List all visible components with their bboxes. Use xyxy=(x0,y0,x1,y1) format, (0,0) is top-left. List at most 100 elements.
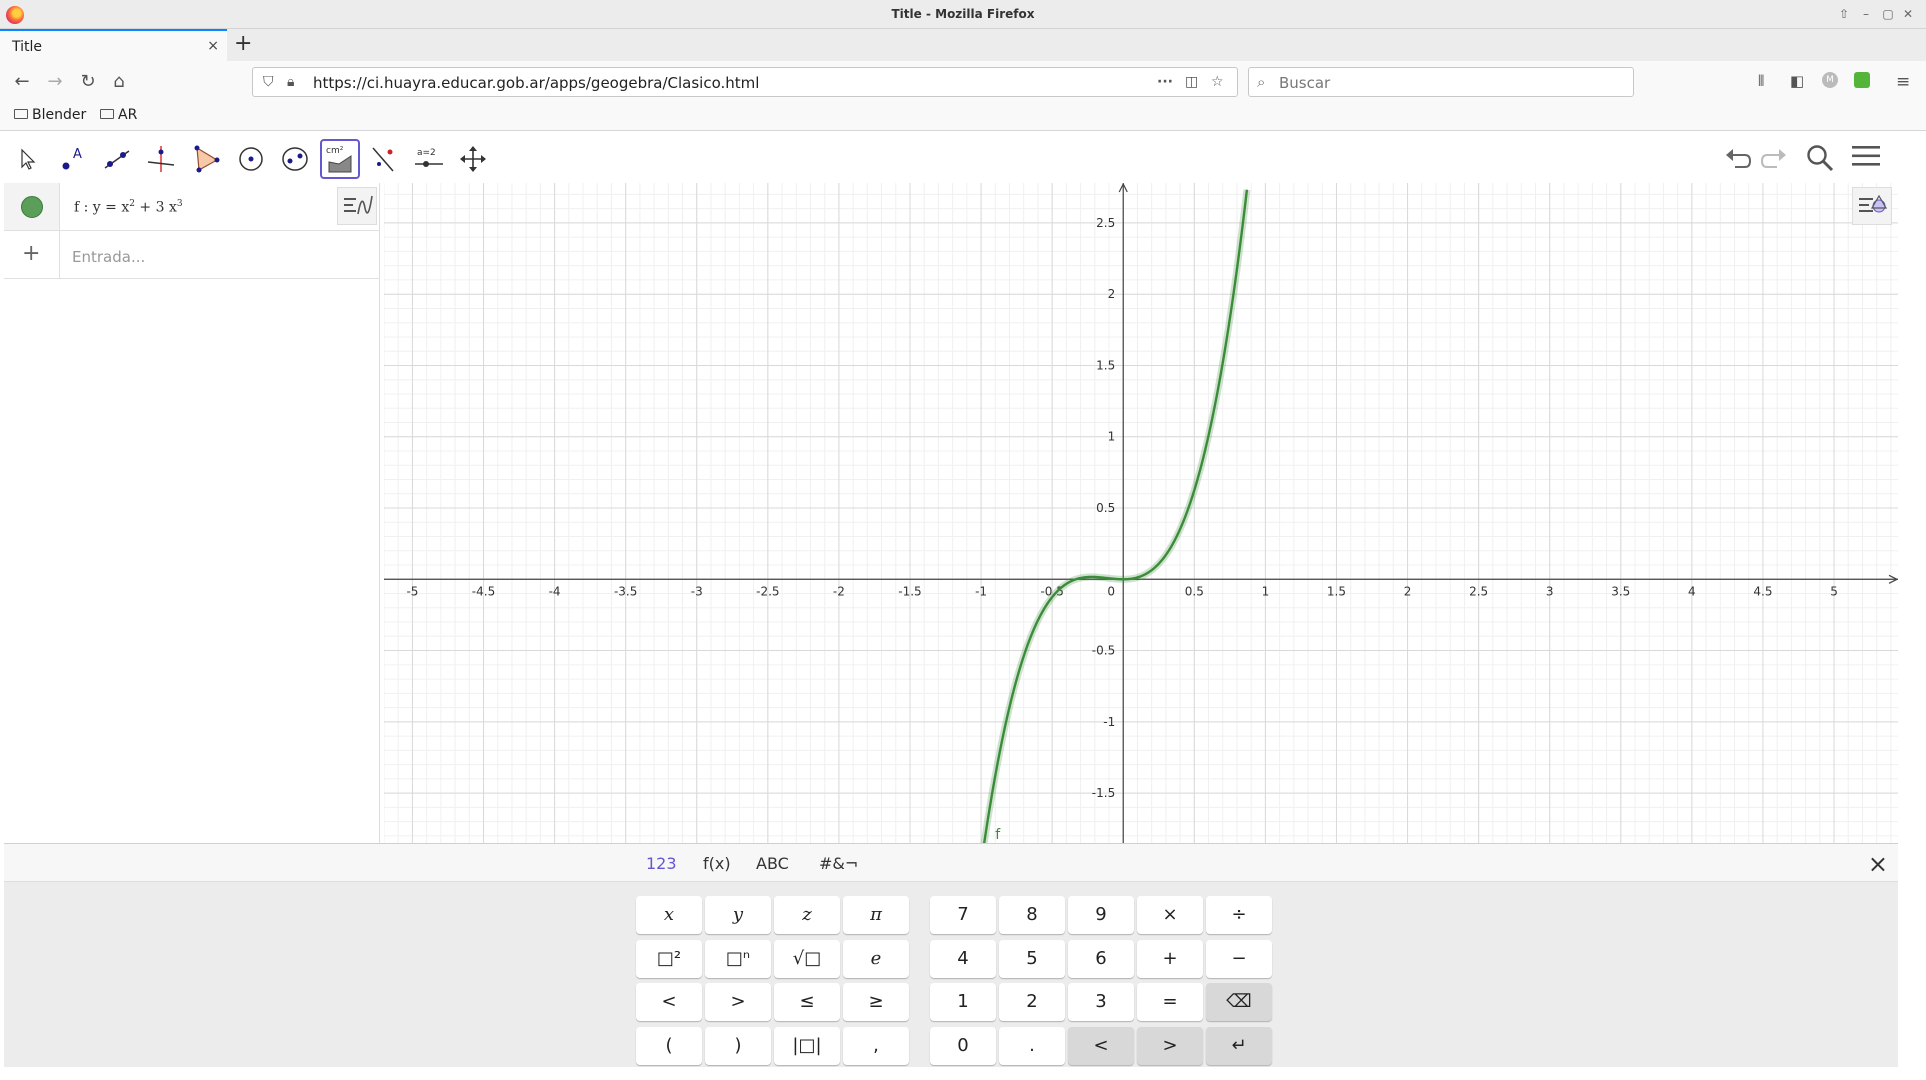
add-icon[interactable]: + xyxy=(22,241,41,266)
key-3[interactable]: 3 xyxy=(1068,983,1134,1021)
key-π[interactable]: π xyxy=(843,896,909,934)
url-bar[interactable]: ⛉ 🔒︎ https://ci.huayra.educar.gob.ar/app… xyxy=(252,67,1238,97)
virtual-keyboard: 123 f(x) ABC #&¬ × x y z π □² □ⁿ √□ e < > ≤ ≥() |□|,… xyxy=(4,843,1898,1067)
main-menu-button[interactable] xyxy=(1850,143,1882,175)
function-formula[interactable]: f : y = x2 + 3 x3 xyxy=(74,199,183,216)
undo-button[interactable] xyxy=(1722,143,1754,175)
bookmark-blender[interactable]: Blender xyxy=(14,107,86,123)
algebra-input-field[interactable]: Entrada... xyxy=(72,248,146,266)
library-icon[interactable]: ⫴ xyxy=(1758,72,1765,90)
search-button[interactable] xyxy=(1804,143,1836,175)
lock-icon[interactable]: 🔒︎ xyxy=(287,74,295,90)
function-plot[interactable]: -5 -4.5 -4 -3.5 -3 -2.5 -2 -1.5 -1 -0.5 0 0.5 1 1.5 2 2… xyxy=(384,183,1898,843)
move-arrows-icon xyxy=(460,146,486,172)
point-tool-button[interactable]: A xyxy=(52,139,92,179)
account-icon[interactable]: M xyxy=(1822,72,1838,88)
browser-tab[interactable]: Title × xyxy=(0,29,227,61)
bookmark-star-icon[interactable]: ☆ xyxy=(1211,74,1224,90)
key-0[interactable]: 0 xyxy=(930,1027,996,1065)
x-tick-label: 3.5 xyxy=(1611,584,1630,598)
key-,[interactable]: , xyxy=(843,1027,909,1065)
redo-button[interactable] xyxy=(1758,143,1790,175)
keyboard-tab-functions[interactable]: f(x) xyxy=(703,854,731,873)
shield-icon[interactable]: ⛉ xyxy=(263,74,274,90)
key-2[interactable]: 2 xyxy=(999,983,1065,1021)
key-1[interactable]: 1 xyxy=(930,983,996,1021)
key-6[interactable]: 6 xyxy=(1068,940,1134,978)
url-text[interactable]: https://ci.huayra.educar.gob.ar/apps/geo… xyxy=(313,74,760,92)
minimize-button[interactable]: – xyxy=(1863,7,1869,21)
key-7[interactable]: 7 xyxy=(930,896,996,934)
polygon-tool-button[interactable] xyxy=(186,139,226,179)
line-tool-button[interactable] xyxy=(97,139,137,179)
key-=[interactable]: = xyxy=(1137,983,1203,1021)
reload-button[interactable]: ↻ xyxy=(80,71,96,92)
tab-close-button[interactable]: × xyxy=(207,38,219,54)
key-e[interactable]: e xyxy=(843,940,909,978)
key-)[interactable]: ) xyxy=(705,1027,771,1065)
move-tool-button[interactable] xyxy=(8,139,48,179)
key-x[interactable]: x xyxy=(636,896,702,934)
forward-button[interactable]: → xyxy=(47,71,63,92)
key-|□|[interactable]: |□| xyxy=(774,1027,840,1065)
x-tick-label: -1 xyxy=(975,584,987,598)
close-window-button[interactable]: ✕ xyxy=(1902,7,1914,21)
key-.[interactable]: . xyxy=(999,1027,1065,1065)
enter-key[interactable]: ↵ xyxy=(1206,1027,1272,1065)
keyboard-tab-symbols[interactable]: #&¬ xyxy=(819,854,859,873)
menu-icon[interactable]: ≡ xyxy=(1896,72,1911,92)
algebra-input-row[interactable]: + Entrada... xyxy=(4,231,380,279)
backspace-key[interactable]: ⌫ xyxy=(1206,983,1272,1021)
circle-tool-button[interactable] xyxy=(231,139,271,179)
key-×[interactable]: × xyxy=(1137,896,1203,934)
move-graphics-view-button[interactable] xyxy=(453,139,493,179)
key-9[interactable]: 9 xyxy=(1068,896,1134,934)
back-button[interactable]: ← xyxy=(14,71,30,92)
key-□ⁿ[interactable]: □ⁿ xyxy=(705,940,771,978)
slider-tool-button[interactable]: a=2 xyxy=(409,139,449,179)
algebra-row-f[interactable]: f : y = x2 + 3 x3 xyxy=(4,183,380,231)
key-y[interactable]: y xyxy=(705,896,771,934)
key-<[interactable]: < xyxy=(636,983,702,1021)
cursor-right-key[interactable]: > xyxy=(1137,1027,1203,1065)
key-≥[interactable]: ≥ xyxy=(843,983,909,1021)
key-≤[interactable]: ≤ xyxy=(774,983,840,1021)
search-bar[interactable]: ⌕ Buscar xyxy=(1248,67,1634,97)
reflect-tool-button[interactable] xyxy=(364,139,404,179)
key->[interactable]: > xyxy=(705,983,771,1021)
key-4[interactable]: 4 xyxy=(930,940,996,978)
key-8[interactable]: 8 xyxy=(999,896,1065,934)
search-icon: ⌕ xyxy=(1257,73,1266,91)
home-button[interactable]: ⌂ xyxy=(113,71,125,92)
visibility-toggle-dot[interactable] xyxy=(21,196,43,218)
key-−[interactable]: − xyxy=(1206,940,1272,978)
bookmark-ar[interactable]: AR xyxy=(100,107,137,123)
algebra-view: f : y = x2 + 3 x3 + Entrada... xyxy=(4,183,380,843)
key-√□[interactable]: √□ xyxy=(774,940,840,978)
algebra-style-menu-button[interactable] xyxy=(337,187,377,225)
keyboard-tab-numbers[interactable]: 123 xyxy=(646,854,677,873)
keyboard-tab-letters[interactable]: ABC xyxy=(756,854,789,873)
pocket-icon[interactable]: ◫ xyxy=(1185,74,1199,90)
extension-icon[interactable] xyxy=(1854,72,1870,88)
folder-icon xyxy=(14,109,28,119)
key-+[interactable]: + xyxy=(1137,940,1203,978)
new-tab-button[interactable]: + xyxy=(234,31,253,56)
more-actions-icon[interactable]: ··· xyxy=(1157,74,1173,90)
key-z[interactable]: z xyxy=(774,896,840,934)
graphics-style-menu-button[interactable] xyxy=(1852,187,1892,225)
cursor-left-key[interactable]: < xyxy=(1068,1027,1134,1065)
sidebar-icon[interactable]: ◧ xyxy=(1790,72,1805,90)
maximize-button[interactable]: ▢ xyxy=(1882,7,1894,21)
perpendicular-tool-button[interactable] xyxy=(141,139,181,179)
area-tool-button[interactable]: cm² xyxy=(320,139,360,179)
undo-icon xyxy=(1726,149,1752,168)
key-5[interactable]: 5 xyxy=(999,940,1065,978)
key-□²[interactable]: □² xyxy=(636,940,702,978)
window-up-icon[interactable]: ⇧ xyxy=(1838,7,1850,21)
graphics-view[interactable]: -5 -4.5 -4 -3.5 -3 -2.5 -2 -1.5 -1 -0.5 0 0.5 1 1.5 2 2… xyxy=(384,183,1898,843)
key-([interactable]: ( xyxy=(636,1027,702,1065)
ellipse-tool-button[interactable] xyxy=(275,139,315,179)
key-÷[interactable]: ÷ xyxy=(1206,896,1272,934)
keyboard-close-button[interactable]: × xyxy=(1867,850,1888,878)
